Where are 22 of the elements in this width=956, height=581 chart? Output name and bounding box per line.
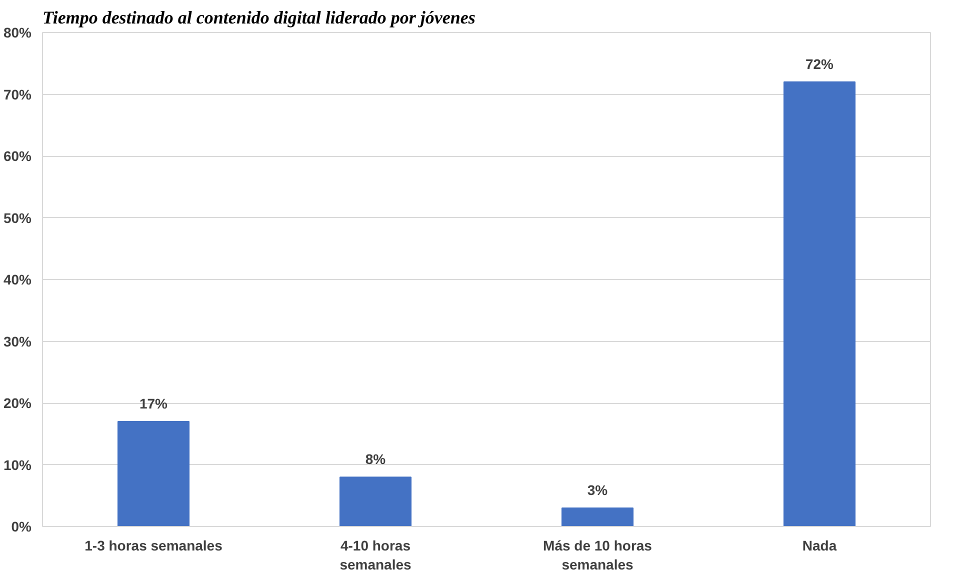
x-tick-label: 4-10 horas semanales	[340, 538, 412, 573]
data-label: 3%	[587, 482, 608, 498]
bar	[561, 507, 634, 526]
y-tick-label: 20%	[3, 395, 32, 411]
x-tick-label: Más de 10 horas semanales	[543, 538, 652, 573]
y-tick-label: 30%	[3, 333, 32, 350]
data-label: 8%	[365, 451, 386, 468]
bar	[339, 476, 412, 526]
chart-title: Tiempo destinado al contenido digital liderado por jóvenes	[42, 8, 476, 28]
x-tick-label: 1-3 horas semanales	[84, 538, 223, 554]
y-tick-label: 70%	[3, 86, 32, 102]
y-tick-label: 80%	[3, 24, 32, 40]
bar	[117, 421, 190, 526]
y-tick-label: 60%	[3, 148, 32, 164]
y-tick-label: 50%	[3, 210, 32, 226]
y-tick-label: 0%	[11, 518, 32, 534]
y-tick-label: 10%	[3, 456, 32, 473]
bar	[783, 81, 856, 526]
x-tick-label: Nada	[802, 538, 837, 554]
y-tick-label: 40%	[3, 272, 32, 288]
data-label: 72%	[805, 56, 834, 72]
data-label: 17%	[139, 396, 168, 412]
